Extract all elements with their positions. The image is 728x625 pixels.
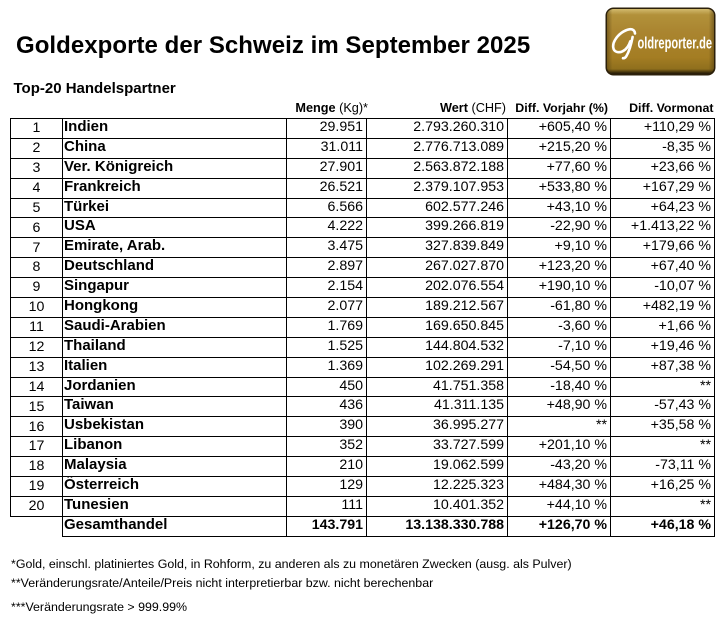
svg-text:oldreporter.de: oldreporter.de (638, 34, 713, 53)
